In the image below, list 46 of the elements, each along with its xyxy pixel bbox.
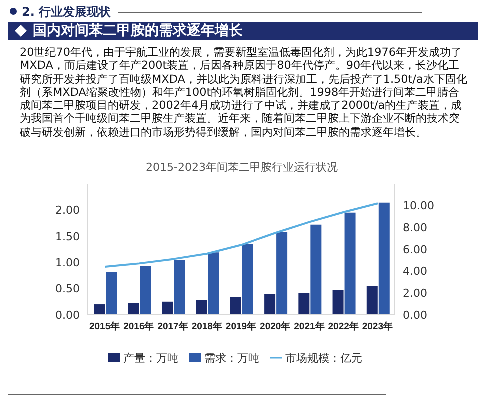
line-series (104, 202, 379, 268)
x-tick-label: 2022年 (328, 320, 360, 333)
bar (106, 272, 117, 315)
bar (366, 286, 378, 315)
x-tick-label: 2020年 (260, 320, 292, 333)
y-tick-label: 0.00 (56, 308, 80, 322)
y2-tick-label: 0.00 (403, 308, 428, 322)
y2-tick-label: 8.00 (403, 222, 428, 235)
bar (128, 303, 140, 315)
y-tick-label: 1.50 (56, 230, 80, 244)
bar (208, 252, 220, 315)
bar (162, 302, 174, 315)
bar (94, 304, 105, 315)
bar (310, 224, 322, 315)
y-tick-label: 0.50 (56, 282, 80, 296)
x-tick-label: 2017年 (158, 320, 189, 333)
legend-label: 产量：万吨 (124, 352, 178, 365)
bar (344, 212, 356, 315)
legend-label: 市场规模：亿元 (286, 352, 362, 365)
chart-subtitle: 国内对间苯二甲胺的需求逐年增长 (33, 22, 243, 40)
y-tick-label: 1.00 (56, 256, 80, 270)
x-tick-label: 2015年 (89, 320, 121, 333)
y2-tick-label: 10.00 (403, 200, 434, 213)
x-tick-label: 2018年 (192, 320, 223, 333)
x-tick-label: 2016年 (124, 320, 155, 333)
x-tick-label: 2021年 (294, 320, 326, 333)
bar (332, 290, 344, 315)
bar (196, 300, 208, 315)
bar (242, 244, 254, 315)
y-tick-label: 2.00 (56, 204, 80, 218)
bar (298, 292, 310, 315)
text: 20世纪70年代，由于宇航工业的发展，需要新型室温低毒固化剂，为此1976年开发成功了MXDA，而后建设了年产200t装置，后因各种原因于80年代停产。90年代以来，长沙化工研究所开发并投产了百吨级MXDA，并以此为原料进行深加工，先后投产了1.50t/a水下固化剂（系MXDA缩聚改性物）和年产100t的环氧树脂固化剂。1998年开始进行间苯二甲腈合成间苯二甲胺项目的研发，2002年4月成功进行了中试，并建成了2000t/a的生产装置，成为我国首个千吨级间苯二甲胺生产装置。近年来，随着间苯二甲胺上下游企业不断的技术突破与研发创新，依赖进口的市场形势得到缓解，国内对间苯二甲胺的需求逐年增长。 (20, 46, 468, 140)
bar (264, 294, 276, 315)
y2-tick-label: 4.00 (403, 265, 428, 278)
bar (276, 232, 288, 315)
x-tick-label: 2023年 (362, 320, 394, 333)
bar (230, 297, 242, 315)
y2-tick-label: 6.00 (403, 243, 428, 256)
x-tick-label: 2019年 (226, 320, 258, 333)
legend-label: 需求：万吨 (204, 352, 260, 365)
bar (378, 202, 390, 315)
y2-tick-label: 2.00 (403, 287, 428, 300)
text: 2. 行业发展现状 (22, 4, 112, 20)
chart-title: 2015-2023年间苯二甲胺行业运行状况 (145, 161, 339, 175)
bar (140, 266, 152, 315)
bar (174, 260, 186, 315)
